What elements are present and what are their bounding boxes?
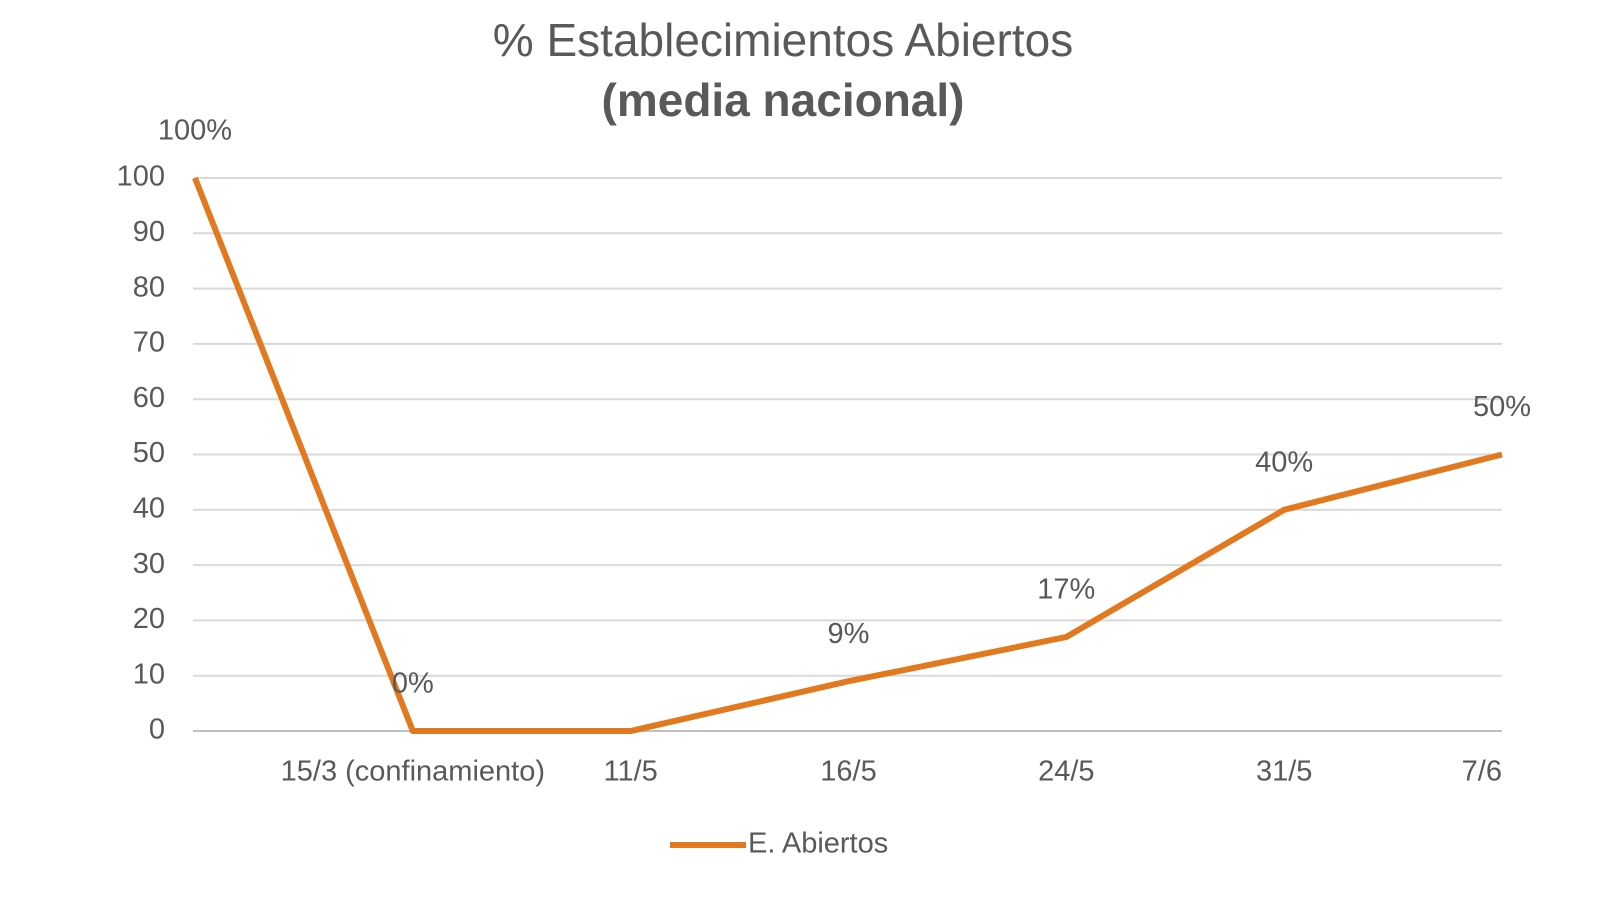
y-tick-label: 70 <box>133 327 165 359</box>
y-tick-label: 40 <box>133 492 165 524</box>
x-tick-label: 24/5 <box>1038 756 1094 788</box>
x-tick-label: 11/5 <box>604 756 658 788</box>
data-label: 40% <box>1255 446 1313 478</box>
legend-label: E. Abiertos <box>748 828 888 860</box>
y-tick-label: 60 <box>133 382 165 414</box>
y-tick-label: 50 <box>133 437 165 469</box>
data-label: 50% <box>1473 391 1531 423</box>
data-label: 17% <box>1037 574 1095 606</box>
y-tick-label: 20 <box>133 603 165 635</box>
data-label: 0% <box>392 668 434 700</box>
y-tick-label: 100 <box>117 161 165 193</box>
data-line <box>192 176 1503 734</box>
x-tick-label: 7/6 <box>1462 756 1502 788</box>
y-tick-label: 0 <box>149 714 165 746</box>
x-tick-label: 15/3 (confinamiento) <box>281 756 545 788</box>
y-tick-label: 80 <box>133 271 165 303</box>
x-tick-label: 31/5 <box>1256 756 1312 788</box>
y-tick-label: 90 <box>133 216 165 248</box>
y-tick-label: 30 <box>133 548 165 580</box>
x-tick-label: 16/5 <box>820 756 876 788</box>
chart-subtitle: (media nacional) <box>602 74 965 126</box>
data-label: 100% <box>158 115 232 147</box>
data-label: 9% <box>828 618 870 650</box>
y-tick-label: 10 <box>133 658 165 690</box>
chart-title: % Establecimientos Abiertos <box>493 14 1073 66</box>
